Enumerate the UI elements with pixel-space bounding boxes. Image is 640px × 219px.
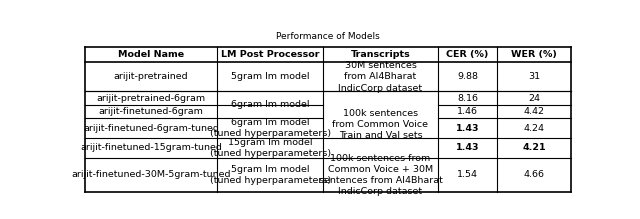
Text: 6gram lm model
(tuned hyperparameters): 6gram lm model (tuned hyperparameters) <box>209 118 331 138</box>
Text: 1.46: 1.46 <box>457 107 478 116</box>
Text: 100k sentences
from Common Voice
Train and Val sets: 100k sentences from Common Voice Train a… <box>333 109 429 140</box>
Text: 5gram lm model: 5gram lm model <box>231 72 309 81</box>
Text: 4.66: 4.66 <box>524 170 545 179</box>
Text: arijit-finetuned-15gram-tuned: arijit-finetuned-15gram-tuned <box>80 143 222 152</box>
Text: Model Name: Model Name <box>118 50 184 59</box>
Text: 1.54: 1.54 <box>457 170 478 179</box>
Text: 15gram lm model
(tuned hyperparameters): 15gram lm model (tuned hyperparameters) <box>209 138 331 158</box>
Text: 31: 31 <box>528 72 540 81</box>
Text: arijit-finetuned-6gram-tuned: arijit-finetuned-6gram-tuned <box>83 124 219 133</box>
Text: 30M sentences
from AI4Bharat
IndicCorp dataset: 30M sentences from AI4Bharat IndicCorp d… <box>339 61 422 93</box>
Text: arijit-pretrained-6gram: arijit-pretrained-6gram <box>97 94 205 103</box>
Text: WER (%): WER (%) <box>511 50 557 59</box>
Text: arijit-pretrained: arijit-pretrained <box>114 72 188 81</box>
Text: 4.42: 4.42 <box>524 107 545 116</box>
Text: 1.43: 1.43 <box>456 143 479 152</box>
Text: 100k sentences from
Common Voice + 30M
sentences from AI4Bharat
IndicCorp datase: 100k sentences from Common Voice + 30M s… <box>319 154 442 196</box>
Text: 5gram lm model
(tuned hyperparameters): 5gram lm model (tuned hyperparameters) <box>209 165 331 185</box>
Text: arijit-finetuned-6gram: arijit-finetuned-6gram <box>99 107 204 116</box>
Text: 1.43: 1.43 <box>456 124 479 133</box>
Text: CER (%): CER (%) <box>446 50 489 59</box>
Text: 6gram lm model: 6gram lm model <box>231 101 309 110</box>
Text: 4.21: 4.21 <box>522 143 546 152</box>
Text: LM Post Processor: LM Post Processor <box>221 50 319 59</box>
Text: 4.24: 4.24 <box>524 124 545 133</box>
Text: 9.88: 9.88 <box>457 72 478 81</box>
Text: 24: 24 <box>528 94 540 103</box>
Text: Performance of Models: Performance of Models <box>276 32 380 41</box>
Text: 8.16: 8.16 <box>457 94 478 103</box>
Text: arijit-finetuned-30M-5gram-tuned: arijit-finetuned-30M-5gram-tuned <box>71 170 231 179</box>
Text: Transcripts: Transcripts <box>351 50 410 59</box>
